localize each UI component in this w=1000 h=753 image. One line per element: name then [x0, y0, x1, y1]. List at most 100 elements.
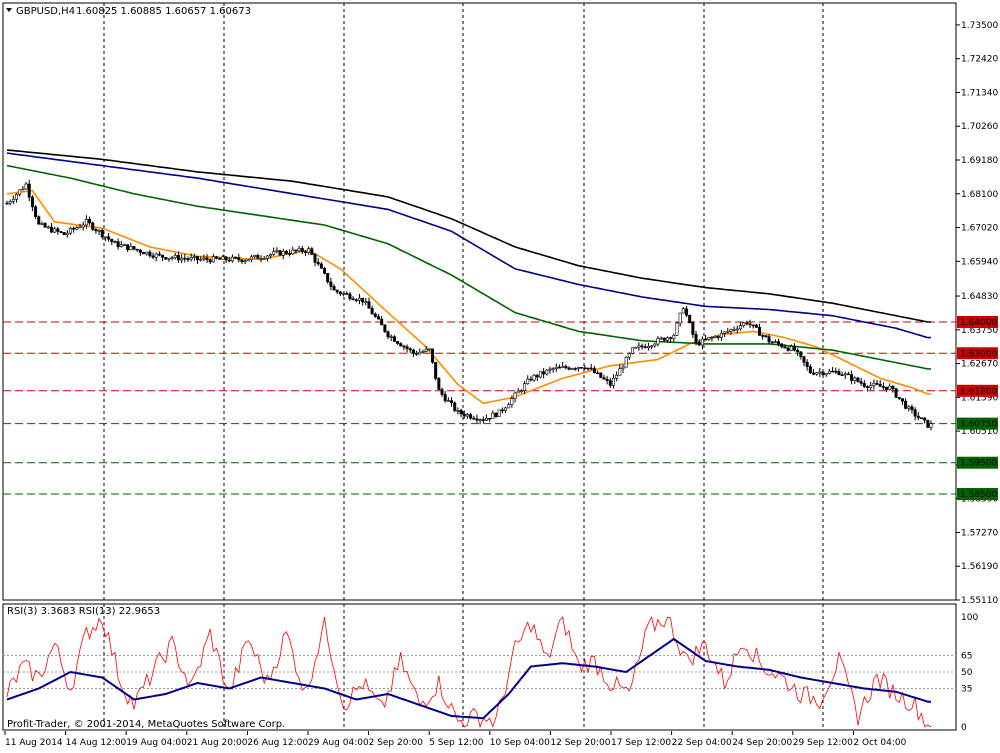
candle	[900, 398, 904, 406]
candle	[510, 395, 514, 408]
time-tick-label: 26 Aug 12:00	[247, 738, 308, 748]
price-tick-label: 1.72420	[961, 55, 998, 65]
candle	[754, 324, 758, 328]
candle	[513, 391, 517, 403]
candle	[278, 249, 282, 256]
candle	[440, 387, 444, 397]
candle	[402, 344, 406, 351]
candle	[570, 367, 574, 370]
candle	[818, 367, 822, 378]
candle	[46, 225, 50, 229]
candle	[173, 253, 177, 260]
candle	[894, 387, 898, 399]
candle	[275, 247, 279, 254]
candle	[288, 249, 292, 257]
candle	[234, 256, 238, 260]
candle	[357, 293, 361, 305]
candle	[472, 415, 476, 420]
candle	[888, 383, 892, 391]
candle	[564, 364, 568, 370]
candle	[421, 349, 425, 354]
candle	[484, 414, 488, 421]
moving-average-ma_navy	[6, 152, 931, 339]
candle	[853, 376, 857, 384]
time-tick-label: 2 Sep 20:00	[369, 738, 424, 748]
candle	[126, 244, 130, 253]
ma-layer	[6, 149, 931, 405]
candle	[891, 385, 895, 393]
candle	[538, 371, 542, 379]
candle	[281, 248, 285, 260]
candle	[685, 305, 689, 318]
candle	[307, 246, 311, 255]
candle	[529, 376, 533, 382]
level-tag: 1.58500	[957, 487, 998, 500]
price-tick-label: 1.61590	[961, 393, 998, 403]
candle	[361, 297, 365, 306]
candle	[59, 230, 63, 234]
candle	[907, 405, 911, 412]
candle	[700, 336, 704, 350]
candle	[589, 363, 593, 371]
candle	[386, 330, 390, 340]
candle	[643, 343, 647, 349]
level-tag: 1.64000	[957, 315, 998, 328]
price-tick-label: 1.62670	[961, 360, 998, 370]
candle	[221, 254, 225, 260]
candle	[370, 305, 374, 315]
candle	[78, 223, 82, 229]
candle	[154, 252, 158, 262]
candle	[27, 179, 31, 202]
candle	[872, 379, 876, 390]
candle	[443, 391, 447, 403]
candle	[291, 246, 295, 256]
candle	[653, 342, 657, 348]
candle	[243, 259, 247, 265]
candle	[142, 251, 146, 255]
candle	[8, 199, 12, 206]
axis-layer: 1.73500 1.72420 1.71340 1.70260 1.69180 1.681…	[4, 21, 998, 748]
candle	[65, 230, 69, 238]
candle	[605, 375, 609, 385]
time-tick-label: 29 Aug 04:00	[308, 738, 369, 748]
candle	[929, 420, 933, 431]
price-tick-label: 1.55110	[961, 596, 998, 606]
levels-layer	[3, 321, 956, 495]
moving-average-ma_green	[6, 164, 931, 370]
candle	[62, 231, 66, 235]
level-tag-label: 1.60750	[960, 420, 997, 430]
candle	[424, 346, 428, 353]
time-tick-label: 11 Aug 2014	[5, 738, 63, 748]
candle	[878, 380, 882, 387]
rsi-header: RSI(3) 3.3683 RSI(13) 22.9653	[7, 606, 160, 617]
time-tick-label: 2 Oct 04:00	[853, 738, 906, 748]
candle	[748, 319, 752, 329]
candle	[11, 195, 15, 205]
candle	[116, 238, 120, 250]
candle	[837, 368, 841, 376]
rsi-line-fast	[6, 615, 932, 729]
candle	[659, 336, 663, 340]
candle	[145, 251, 149, 256]
price-pane	[2, 2, 957, 601]
candle	[418, 348, 422, 355]
candle	[704, 335, 708, 341]
candle	[18, 189, 22, 197]
time-tick-label: 12 Sep 20:00	[550, 738, 610, 748]
symbol-dropdown-icon[interactable]	[6, 8, 12, 12]
level-tag-label: 1.64000	[960, 318, 997, 328]
candle	[488, 417, 492, 422]
candle	[107, 233, 111, 242]
candle	[5, 200, 9, 205]
candle	[399, 342, 403, 347]
candle	[237, 253, 241, 263]
candle	[567, 366, 571, 371]
candle	[224, 256, 228, 263]
candle	[557, 364, 561, 369]
candle	[732, 326, 736, 332]
candle	[761, 334, 765, 340]
ohlc-values: 1.60825 1.60885 1.60657 1.60673	[76, 6, 251, 17]
candle	[430, 348, 434, 364]
candle	[323, 266, 327, 275]
candle	[230, 254, 234, 263]
